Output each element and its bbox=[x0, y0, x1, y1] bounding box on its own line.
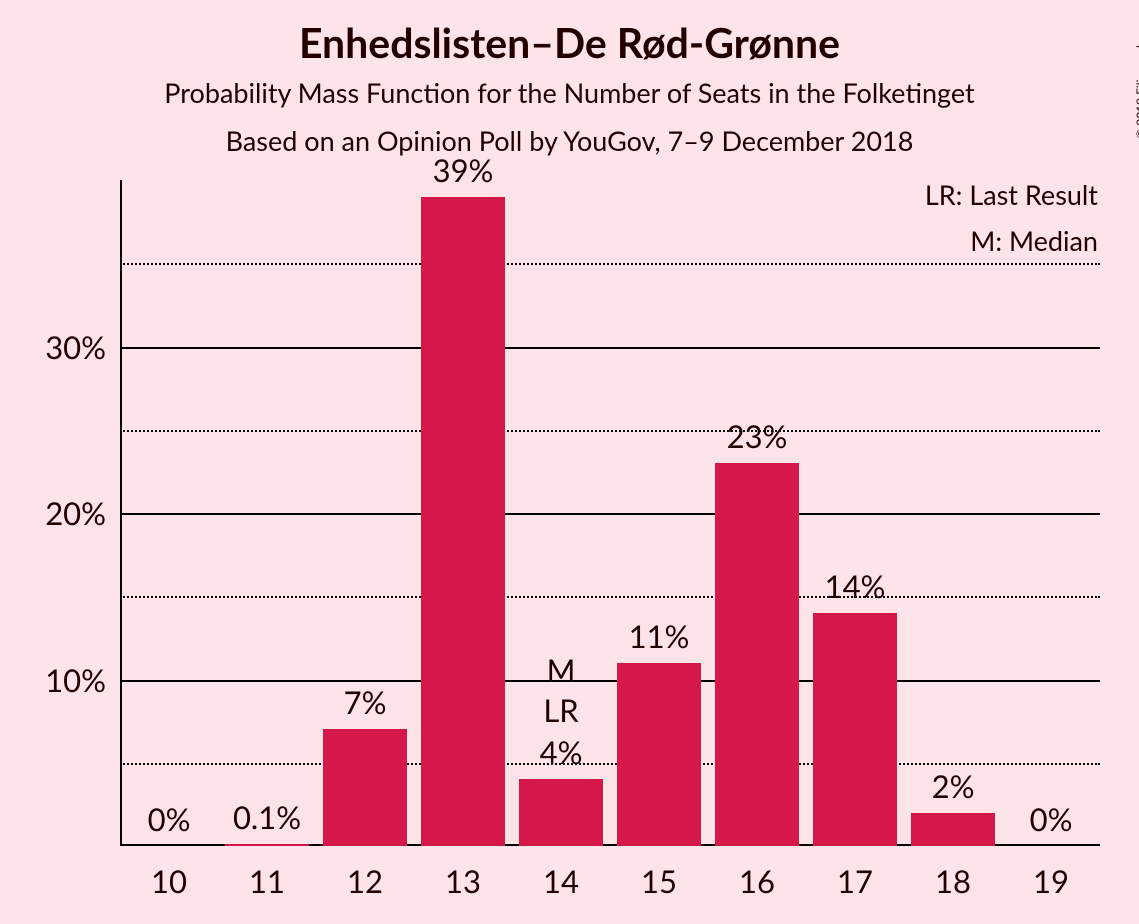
x-tick-label: 18 bbox=[935, 846, 971, 900]
bar-value-label: 23% bbox=[727, 417, 788, 455]
y-axis-line bbox=[120, 180, 122, 846]
grid-major bbox=[120, 347, 1100, 349]
bar-value-label: 2% bbox=[932, 767, 975, 805]
x-tick-label: 19 bbox=[1033, 846, 1069, 900]
bar-value-label: 0% bbox=[148, 800, 191, 838]
grid-minor bbox=[120, 763, 1100, 765]
bar-annotation: LR bbox=[543, 691, 578, 729]
grid-minor bbox=[120, 263, 1100, 265]
bar-value-label: 7% bbox=[344, 683, 387, 721]
x-tick-label: 12 bbox=[347, 846, 383, 900]
x-tick-label: 17 bbox=[837, 846, 873, 900]
chart-canvas: Enhedslisten–De Rød-Grønne Probability Ma… bbox=[0, 0, 1139, 924]
grid-major bbox=[120, 680, 1100, 682]
y-tick-label: 10% bbox=[45, 661, 120, 699]
bar-value-label: 39% bbox=[433, 151, 494, 189]
legend-item: LR: Last Result bbox=[925, 178, 1098, 211]
grid-major bbox=[120, 513, 1100, 515]
bar-annotation: M bbox=[547, 651, 576, 689]
bar bbox=[323, 729, 406, 846]
y-tick-label: 20% bbox=[45, 494, 120, 532]
chart-subtitle-2: Based on an Opinion Poll by YouGov, 7–9 … bbox=[0, 124, 1139, 157]
bar-value-label: 14% bbox=[825, 567, 886, 605]
grid-minor bbox=[120, 596, 1100, 598]
bar-value-label: 11% bbox=[629, 617, 690, 655]
bar bbox=[617, 663, 700, 846]
chart-subtitle-1: Probability Mass Function for the Number… bbox=[0, 76, 1139, 109]
y-tick-label: 30% bbox=[45, 328, 120, 366]
chart-title: Enhedslisten–De Rød-Grønne bbox=[0, 18, 1139, 67]
bar-value-label: 0.1% bbox=[233, 798, 301, 836]
x-tick-label: 13 bbox=[445, 846, 481, 900]
bar bbox=[911, 813, 994, 846]
copyright-text: © 2019 Filip van Laenen bbox=[1133, 10, 1139, 139]
x-tick-label: 15 bbox=[641, 846, 677, 900]
bar-value-label: 4% bbox=[540, 733, 583, 771]
bar-value-label: 0% bbox=[1030, 800, 1073, 838]
x-tick-label: 14 bbox=[543, 846, 579, 900]
bar bbox=[813, 613, 896, 846]
bar bbox=[715, 463, 798, 846]
x-tick-label: 10 bbox=[151, 846, 187, 900]
bar bbox=[421, 197, 504, 846]
plot-area: 10%20%30%0%100.1%117%1239%134%LRM1411%15… bbox=[120, 180, 1100, 846]
x-tick-label: 16 bbox=[739, 846, 775, 900]
bar bbox=[519, 779, 602, 846]
x-tick-label: 11 bbox=[249, 846, 285, 900]
grid-minor bbox=[120, 430, 1100, 432]
legend-item: M: Median bbox=[970, 224, 1098, 257]
